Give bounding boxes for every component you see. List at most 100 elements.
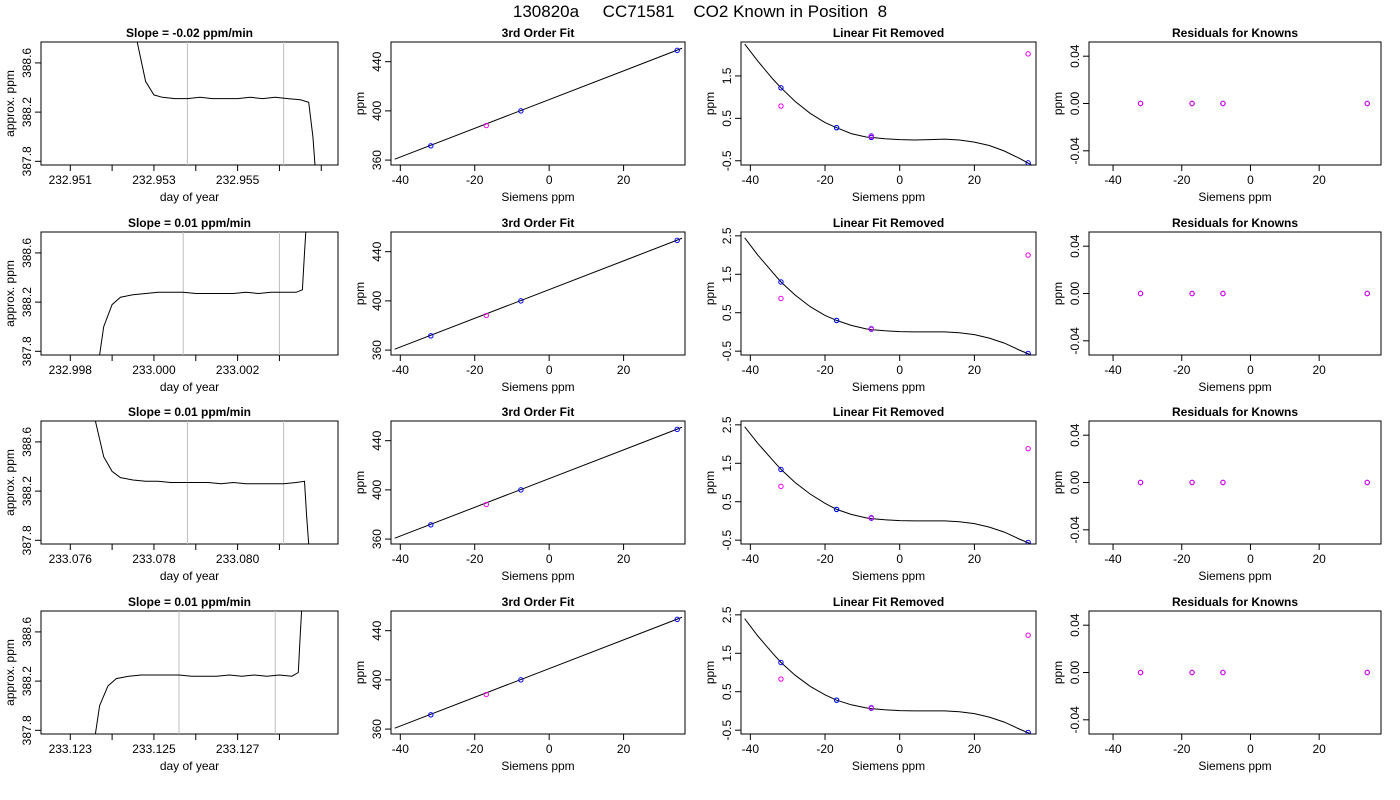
panel-r1-c4: Residuals for Knowns -40 -20 0 20 -0.04 0.00 0.… xyxy=(1051,26,1382,204)
x-tick-label: 0 xyxy=(546,552,553,566)
reference-point xyxy=(483,501,489,508)
known-point xyxy=(1025,350,1031,355)
x-tick-label: 20 xyxy=(968,173,982,187)
y-tick-label: 0.5 xyxy=(720,304,734,321)
x-tick-label: -20 xyxy=(466,552,484,566)
x-tick-label: -40 xyxy=(392,363,410,377)
y-tick-label: 0.00 xyxy=(1068,281,1082,305)
plot-frame xyxy=(1088,420,1382,545)
y-tick-label: 387.8 xyxy=(20,336,34,366)
x-axis-label: Siemens ppm xyxy=(501,380,574,394)
y-tick-label: 0.5 xyxy=(720,493,734,510)
x-tick-label: 232.955 xyxy=(216,173,260,187)
y-tick-label: 388.6 xyxy=(20,238,34,268)
plot-area xyxy=(744,43,1033,165)
y-axis-label: ppm xyxy=(1051,92,1065,115)
y-tick-label: -0.5 xyxy=(720,150,734,171)
y-tick-label: 0.04 xyxy=(1068,423,1082,447)
y-axis-label: ppm xyxy=(1051,661,1065,684)
reference-point xyxy=(1220,479,1226,486)
reference-point xyxy=(483,312,489,319)
x-tick-label: 0 xyxy=(1247,173,1254,187)
x-tick-label: -40 xyxy=(742,173,760,187)
plot-frame xyxy=(40,41,339,166)
y-tick-label: 0.00 xyxy=(1068,91,1082,115)
known-point xyxy=(674,616,680,623)
fit-line xyxy=(394,237,683,350)
known-point xyxy=(518,487,524,493)
x-axis-label: day of year xyxy=(160,569,219,583)
y-tick-label: -0.5 xyxy=(720,719,734,740)
x-tick-label: 20 xyxy=(1312,173,1326,187)
plot-frame xyxy=(1088,231,1382,356)
known-point xyxy=(778,466,784,473)
x-tick-label: -40 xyxy=(742,363,760,377)
y-tick-label: 1.5 xyxy=(720,266,734,283)
y-tick-label: 1.5 xyxy=(720,67,734,84)
x-axis-label: Siemens ppm xyxy=(852,190,925,204)
reference-point xyxy=(1025,51,1031,57)
plot-frame xyxy=(390,231,686,356)
known-point xyxy=(833,697,840,703)
panel-title: Linear Fit Removed xyxy=(833,26,944,40)
reference-point xyxy=(1364,290,1370,297)
known-point xyxy=(428,143,434,149)
y-tick-label: -0.04 xyxy=(1068,327,1082,355)
reference-point xyxy=(868,705,875,711)
known-point xyxy=(674,237,680,244)
known-point xyxy=(1025,729,1031,734)
reference-point xyxy=(1220,100,1226,107)
y-tick-label: -0.5 xyxy=(720,340,734,361)
x-axis-label: Siemens ppm xyxy=(1198,190,1271,204)
y-tick-label: 0.5 xyxy=(720,683,734,700)
x-axis-label: Siemens ppm xyxy=(501,190,574,204)
reference-point xyxy=(1137,669,1144,676)
y-axis-label: ppm xyxy=(353,282,367,305)
x-tick-label: 20 xyxy=(968,552,982,566)
y-tick-label: 0.00 xyxy=(1068,660,1082,684)
known-point xyxy=(833,317,840,324)
reference-point xyxy=(1189,479,1195,486)
x-tick-label: 20 xyxy=(1312,552,1326,566)
x-tick-label: -40 xyxy=(392,552,410,566)
x-tick-label: 0 xyxy=(1247,363,1254,377)
plot-area xyxy=(744,426,1033,544)
x-tick-label: -20 xyxy=(1173,552,1191,566)
x-tick-label: -20 xyxy=(1173,363,1191,377)
known-point xyxy=(833,506,840,513)
reference-point xyxy=(1364,479,1370,486)
y-tick-label: 360 xyxy=(370,340,384,360)
y-tick-label: 0.04 xyxy=(1068,44,1082,68)
reference-point xyxy=(1137,100,1144,107)
y-tick-label: 2.5 xyxy=(720,416,734,433)
plot-area xyxy=(1137,669,1370,676)
fit-curve xyxy=(744,618,1033,734)
panel-title: 3rd Order Fit xyxy=(502,405,575,419)
plot-frame xyxy=(740,41,1037,166)
fit-line xyxy=(394,616,683,729)
plot-frame xyxy=(740,231,1037,356)
y-tick-label: 0.5 xyxy=(720,110,734,127)
x-tick-label: 233.123 xyxy=(49,742,93,756)
x-tick-label: 0 xyxy=(896,552,903,566)
x-tick-label: 0 xyxy=(896,173,903,187)
co2-trace-line xyxy=(136,42,316,165)
x-tick-label: -40 xyxy=(742,552,760,566)
y-tick-label: 440 xyxy=(370,620,384,640)
reference-point xyxy=(1220,669,1226,676)
x-tick-label: 20 xyxy=(1312,742,1326,756)
x-tick-label: 20 xyxy=(617,552,631,566)
known-point xyxy=(778,85,784,91)
known-point xyxy=(428,522,434,528)
reference-point xyxy=(1189,669,1195,676)
y-axis-label: approx. ppm xyxy=(3,449,17,516)
panel-title: Slope = 0.01 ppm/min xyxy=(128,405,251,419)
panel-title: Residuals for Knowns xyxy=(1172,216,1298,230)
y-tick-label: 388.2 xyxy=(20,666,34,696)
panel-title: 3rd Order Fit xyxy=(502,595,575,609)
x-tick-label: 20 xyxy=(968,742,982,756)
fit-curve xyxy=(744,43,1033,165)
x-tick-label: -40 xyxy=(392,742,410,756)
known-point xyxy=(674,47,680,54)
